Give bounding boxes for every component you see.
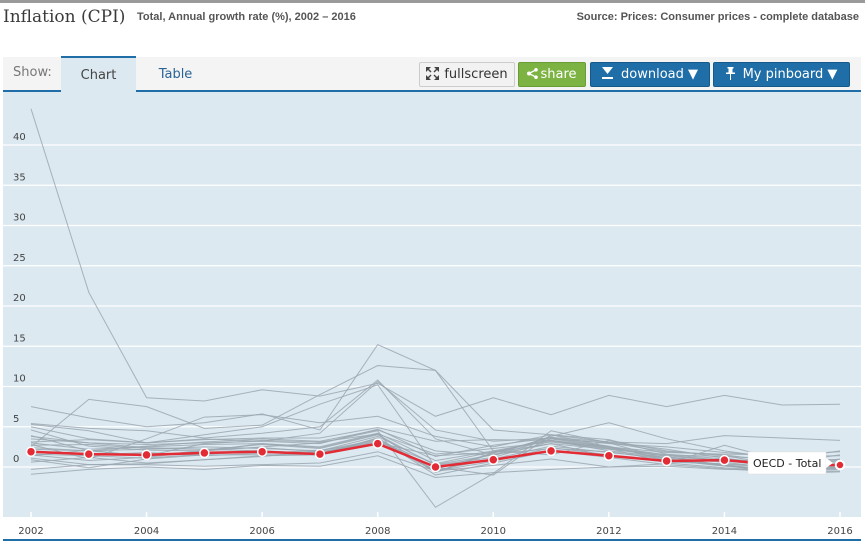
data-point-oecd-total <box>372 438 383 449</box>
pinboard-button[interactable]: My pinboard ▼ <box>713 62 850 87</box>
x-tick-label: 2010 <box>481 526 506 537</box>
data-point-oecd-total <box>314 448 326 460</box>
y-tick-label: 10 <box>13 374 26 385</box>
y-tick-label: 25 <box>13 253 26 264</box>
top-border <box>0 0 865 3</box>
series-line-s21 <box>30 423 841 461</box>
series-line-s19 <box>30 437 841 476</box>
series-line-s7 <box>30 414 841 464</box>
tab-table-label: Table <box>158 66 193 82</box>
data-point-oecd-total <box>661 455 672 467</box>
bottom-border <box>3 539 861 541</box>
y-tick-label: 20 <box>13 293 26 304</box>
share-button[interactable]: share <box>518 62 586 87</box>
series-label-pointer <box>826 457 833 468</box>
data-point-oecd-total <box>25 446 37 457</box>
y-tick-label: 5 <box>13 414 19 425</box>
x-tick-label: 2016 <box>827 526 852 537</box>
download-button[interactable]: download ▼ <box>590 62 710 87</box>
series-line-s4 <box>30 379 841 460</box>
data-point-oecd-total <box>256 446 268 457</box>
fullscreen-button[interactable]: fullscreen <box>419 62 515 87</box>
x-tick-label: 2012 <box>596 526 621 537</box>
show-label: Show: <box>13 65 52 80</box>
share-icon <box>527 67 539 82</box>
source-link[interactable]: Source: Prices: Consumer prices - comple… <box>576 11 859 23</box>
x-tick-label: 2004 <box>134 526 159 537</box>
x-tick-label: 2006 <box>249 526 274 537</box>
y-tick-label: 30 <box>13 213 26 224</box>
chart-subtitle: Total, Annual growth rate (%), 2002 – 20… <box>137 11 356 23</box>
x-tick-label: 2008 <box>365 526 390 537</box>
x-tick-label: 2014 <box>712 526 737 537</box>
data-point-oecd-total <box>719 454 730 466</box>
page-title: Inflation (CPI) <box>3 7 126 27</box>
series-line-s24 <box>30 433 841 474</box>
y-tick-label: 40 <box>13 132 26 143</box>
data-point-oecd-total-last <box>835 460 845 470</box>
y-tick-label: 0 <box>13 454 19 465</box>
pinboard-label: My pinboard ▼ <box>742 67 838 82</box>
data-point-oecd-total <box>430 461 441 473</box>
chart-toolbar: Show: Chart Table fullscreen share downl… <box>3 56 861 93</box>
data-point-oecd-total <box>83 448 95 460</box>
download-label: download ▼ <box>621 67 698 82</box>
tab-chart-label: Chart <box>80 68 117 83</box>
line-chart: 0 5 10 15 20 25 30 35 40 2002 2004 2006 2008 2010 2012… <box>3 92 861 537</box>
series-line-s22 <box>30 429 840 463</box>
y-tick-label: 35 <box>13 172 26 183</box>
x-tick-label: 2002 <box>18 526 43 537</box>
tab-chart[interactable]: Chart <box>61 56 136 93</box>
data-point-oecd-total <box>545 445 557 457</box>
series-label: OECD - Total <box>753 457 821 470</box>
data-point-oecd-total <box>199 447 210 459</box>
fullscreen-label: fullscreen <box>444 67 508 82</box>
tab-table[interactable]: Table <box>143 57 208 91</box>
expand-arrows-icon <box>426 66 440 83</box>
data-point-oecd-total <box>488 454 499 466</box>
series-line-s16 <box>30 429 841 472</box>
series-line-s1 <box>30 108 841 417</box>
share-label: share <box>540 67 577 82</box>
data-point-oecd-total <box>141 449 152 461</box>
data-point-oecd-total <box>603 450 615 461</box>
chart-area: 0 5 10 15 20 25 30 35 40 2002 2004 2006 2008 2010 2012… <box>3 92 861 537</box>
download-icon <box>602 67 613 82</box>
series-line-s9 <box>30 444 841 478</box>
pin-icon <box>725 66 735 83</box>
y-tick-label: 15 <box>13 333 26 344</box>
